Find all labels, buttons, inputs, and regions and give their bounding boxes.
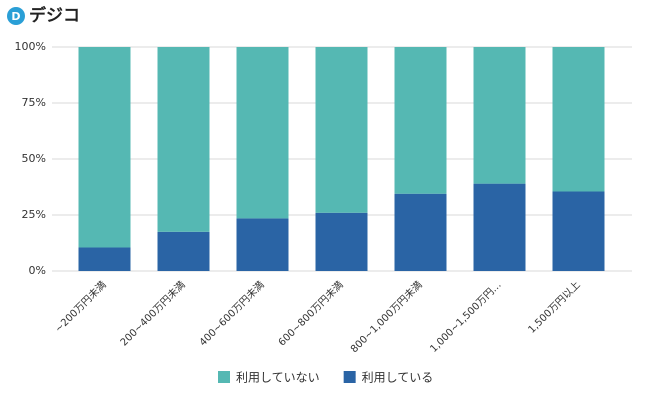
bar-segment [473, 183, 526, 271]
x-tick-label: 800~1,000万円未満 [348, 279, 424, 355]
legend-swatch [343, 371, 356, 383]
y-tick-label: 100% [15, 40, 46, 53]
bar-segment [473, 47, 526, 184]
x-tick-label: 1,000~1,500万円… [428, 279, 503, 354]
bar-segment [552, 191, 605, 271]
y-tick-label: 50% [22, 152, 46, 165]
bar-segment [78, 47, 131, 248]
x-tick-label: 400~600万円未満 [197, 279, 267, 349]
legend-swatch [218, 371, 230, 383]
legend-label: 利用している [362, 371, 434, 385]
bar-segment [157, 47, 210, 232]
logo-icon [7, 7, 25, 25]
bar-segment [315, 47, 368, 213]
x-tick-label: ~200万円未満 [53, 279, 109, 335]
bar-segment [236, 47, 289, 219]
legend-label: 利用していない [236, 371, 320, 385]
logo: D デジコ [7, 5, 80, 26]
bar-segment [157, 231, 210, 271]
bar-segment [236, 218, 289, 271]
x-tick-label: 1,500万円以上 [526, 279, 583, 336]
x-tick-label: 200~400万円未満 [118, 279, 188, 349]
x-tick-label: 600~800万円未満 [276, 279, 346, 349]
logo-icon-letter: D [11, 10, 20, 23]
brand: デジコ [29, 5, 80, 26]
bar-segment [394, 47, 447, 194]
bar-segment [78, 247, 131, 271]
y-tick-label: 25% [22, 208, 46, 221]
y-tick-label: 75% [22, 96, 46, 109]
bar-segment [552, 47, 605, 192]
y-tick-label: 0% [29, 264, 46, 277]
bar-segment [315, 212, 368, 271]
bar-segment [394, 193, 447, 271]
